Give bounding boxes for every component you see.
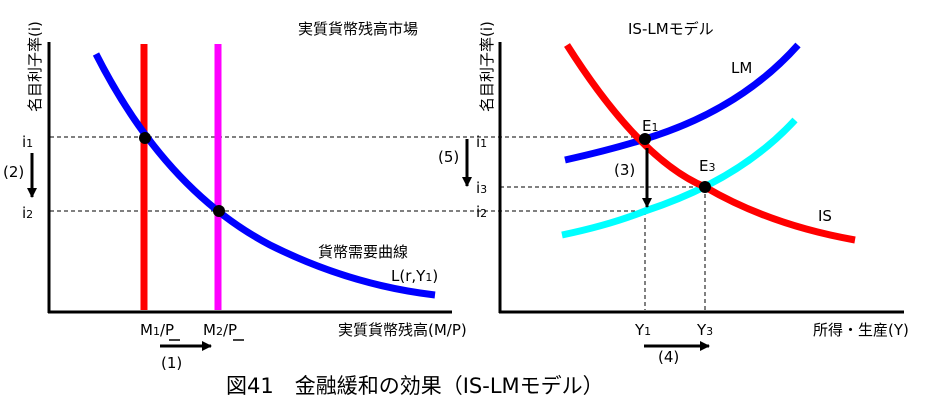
m2-p-label: M2/P	[203, 321, 237, 339]
left-y-axis-label: 名目利子率(i)	[26, 21, 44, 112]
money-demand-curve	[92, 52, 436, 299]
right-x-axis-label: 所得・生産(Y)	[813, 321, 909, 339]
left-panel-money-market: 実質貨幣残高市場 名目利子率(i) i1 i2 (2) (5) M1/P M2/…	[3, 20, 472, 372]
m1-p-label: M1/P	[140, 321, 174, 339]
step-5-label: (5)	[438, 148, 459, 166]
left-panel-title: 実質貨幣残高市場	[298, 20, 418, 38]
money-demand-formula: L(r,Y1)	[391, 267, 438, 285]
equilibrium-e1	[639, 133, 651, 145]
y1-label: Y1	[634, 321, 651, 339]
left-x-axis-label: 実質貨幣残高(M/P)	[338, 321, 467, 339]
equilibrium-point-2	[213, 205, 225, 217]
step-3-label: (3)	[614, 161, 635, 179]
equilibrium-point-1	[139, 132, 151, 144]
i2-label: i2	[476, 203, 487, 221]
right-panel-title: IS-LMモデル	[628, 20, 714, 38]
step-1-label: (1)	[161, 354, 182, 372]
step-4-label: (4)	[658, 348, 679, 366]
e3-label: E3	[699, 157, 715, 175]
i1-label: i1	[22, 133, 33, 151]
i3-label: i3	[476, 179, 487, 197]
lm-shifted-curve	[561, 117, 798, 239]
y3-label: Y3	[696, 321, 713, 339]
i2-label: i2	[22, 204, 33, 222]
figure-caption: 図41 金融緩和の効果（IS-LMモデル）	[226, 374, 604, 398]
is-label: IS	[818, 207, 832, 225]
step-2-label: (2)	[3, 163, 24, 181]
e1-label: E1	[642, 117, 658, 135]
lm-curve	[564, 42, 801, 164]
i1-label: i1	[476, 133, 487, 151]
lm-label: LM	[731, 59, 752, 77]
money-demand-curve-label: 貨幣需要曲線	[318, 243, 408, 261]
equilibrium-e3	[699, 181, 711, 193]
right-y-axis-label: 名目利子率(i)	[478, 21, 496, 112]
right-panel-is-lm: IS-LMモデル 名目利子率(i) i1 i3 i2 (3) E1 E3 LM …	[470, 20, 909, 366]
